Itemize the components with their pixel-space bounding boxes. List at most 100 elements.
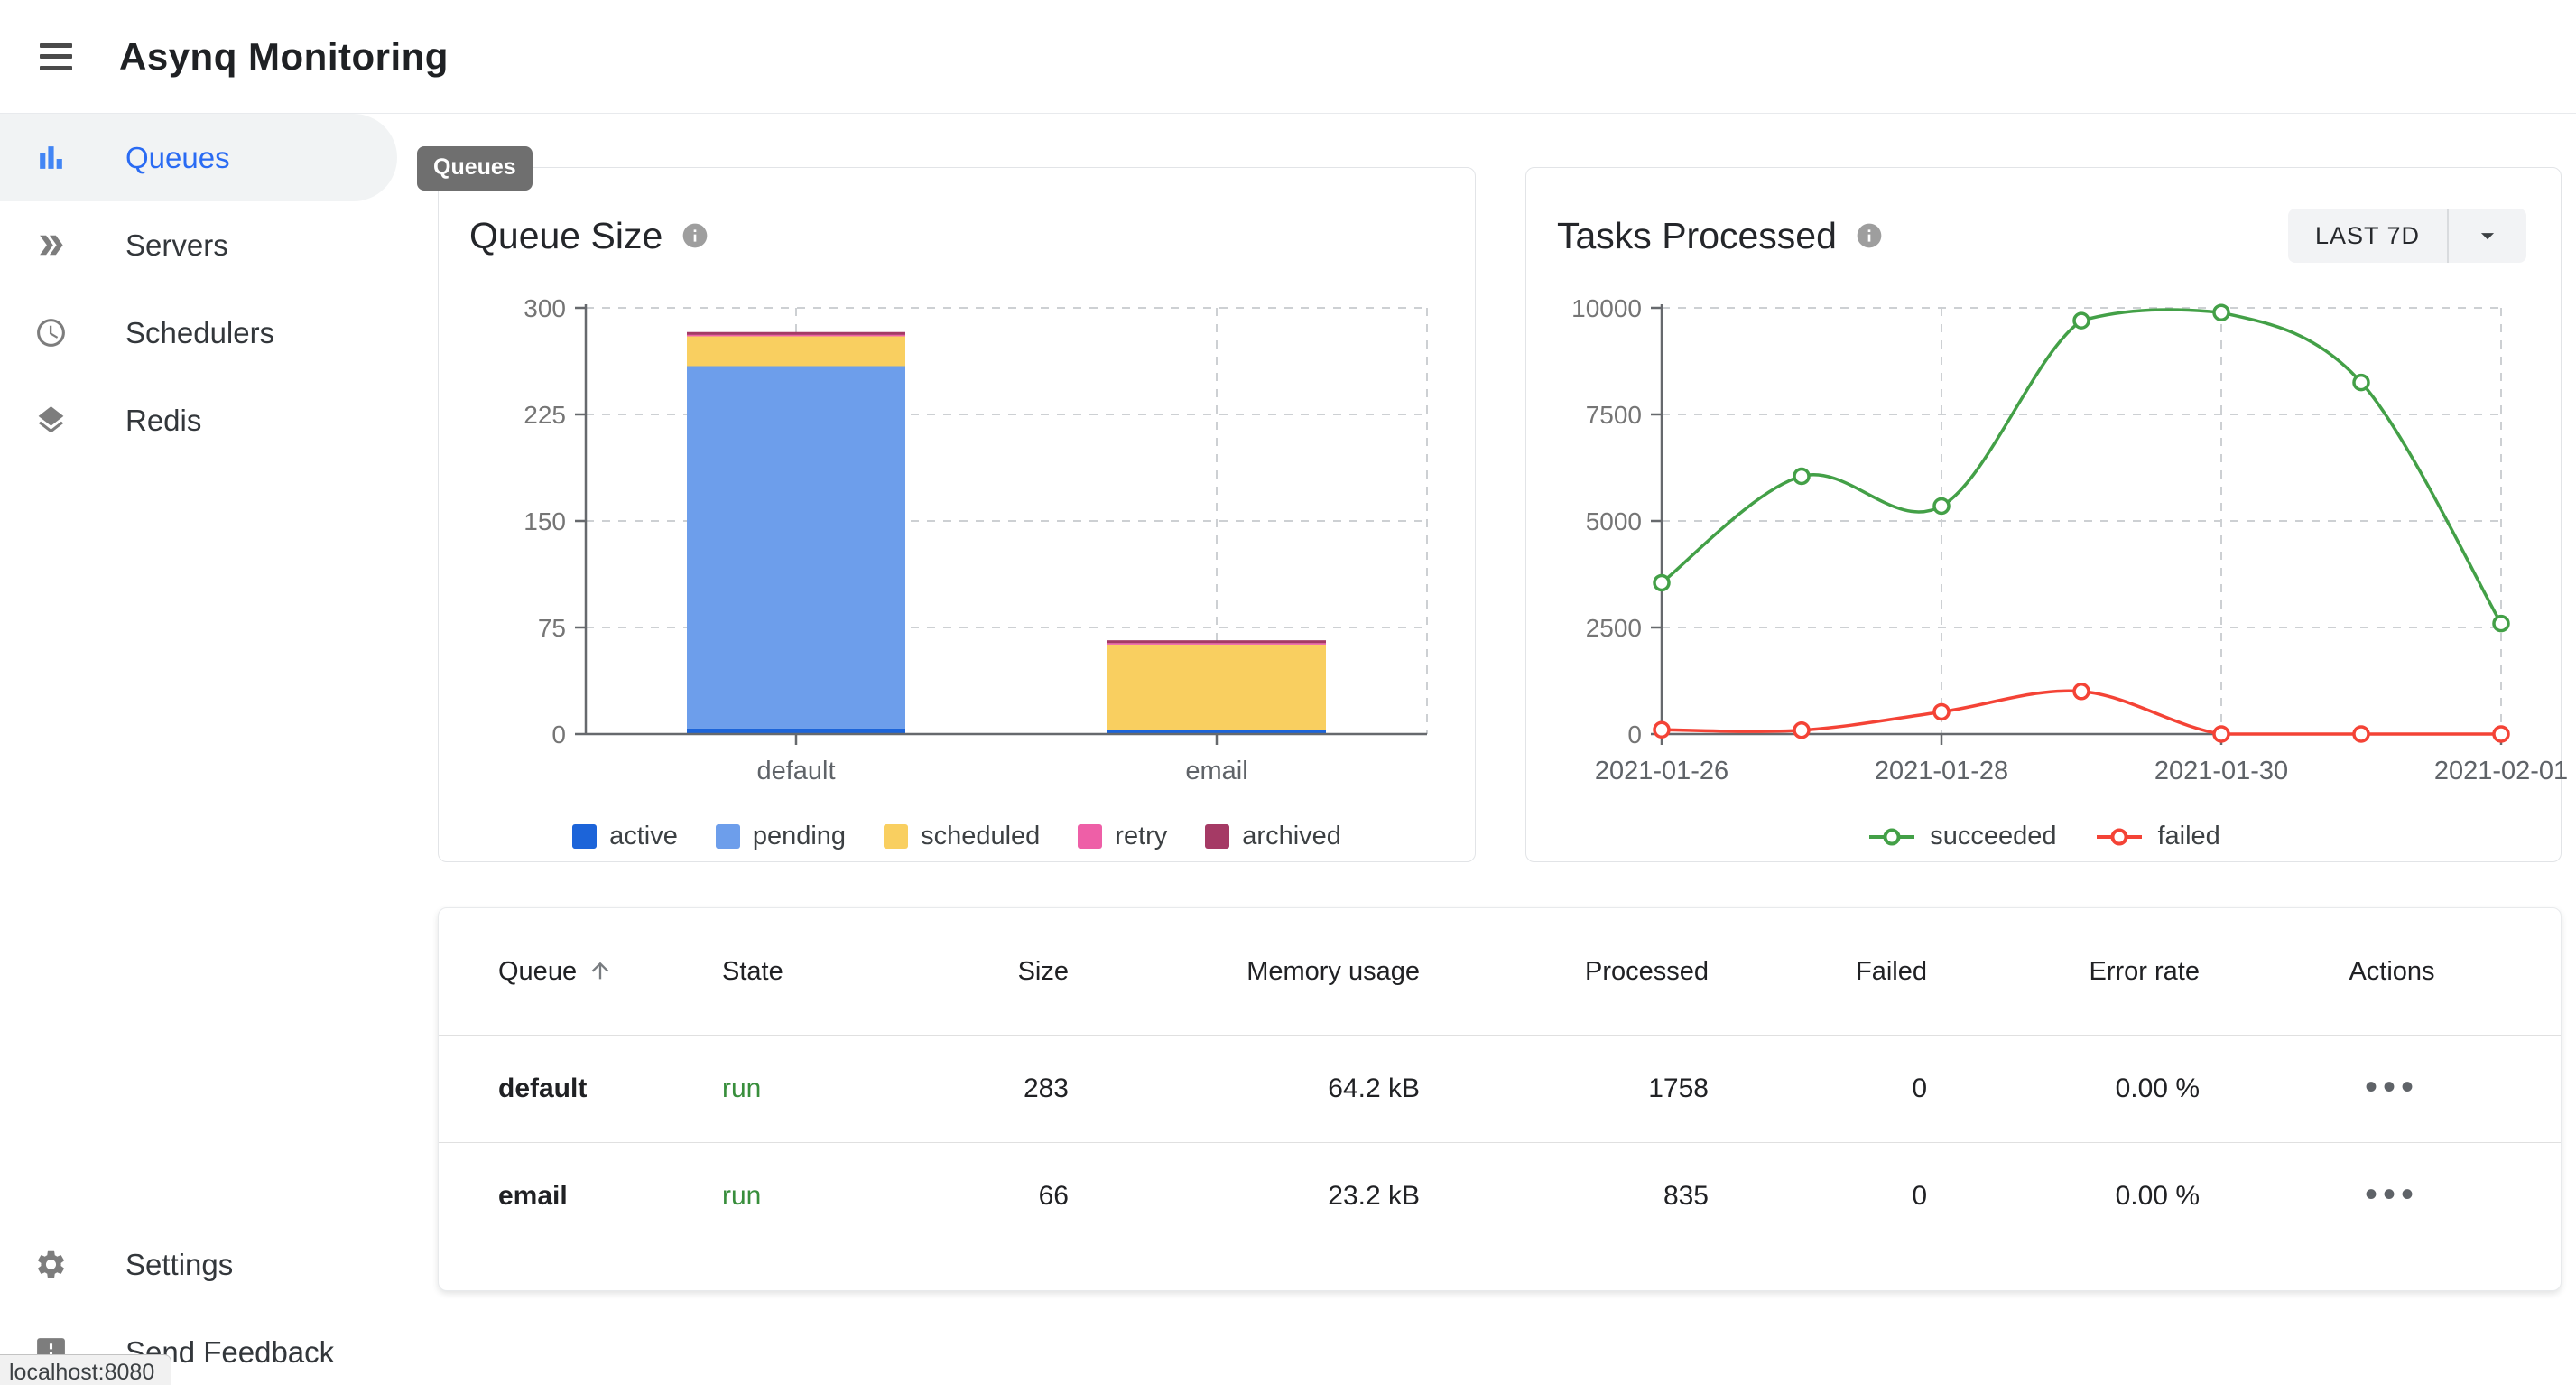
legend-label: pending bbox=[752, 822, 847, 851]
chevron-down-icon[interactable] bbox=[2449, 209, 2526, 263]
failed-cell: 0 bbox=[1730, 1035, 1949, 1143]
bar-chart-icon bbox=[34, 141, 68, 174]
svg-text:2021-01-30: 2021-01-30 bbox=[2154, 757, 2288, 785]
column-header-size[interactable]: Size bbox=[944, 908, 1090, 1036]
table-row[interactable]: default run 283 64.2 kB 1758 0 0.00 % ••… bbox=[439, 1035, 2561, 1143]
clock-icon bbox=[34, 316, 68, 349]
svg-text:email: email bbox=[1185, 757, 1247, 785]
column-header-actions: Actions bbox=[2221, 908, 2561, 1036]
legend-item-scheduled: scheduled bbox=[884, 822, 1040, 851]
legend-swatch-active bbox=[572, 824, 598, 849]
svg-text:5000: 5000 bbox=[1586, 507, 1642, 535]
info-icon[interactable] bbox=[681, 221, 709, 250]
legend-swatch-scheduled bbox=[884, 824, 909, 849]
sidebar-item-label: Redis bbox=[125, 403, 202, 437]
sidebar-item-redis[interactable]: Redis bbox=[0, 376, 397, 464]
sidebar-item-label: Queues bbox=[125, 140, 230, 174]
column-header-processed[interactable]: Processed bbox=[1441, 908, 1730, 1036]
sidebar-item-servers[interactable]: Servers bbox=[0, 201, 397, 289]
queue-size-card-header: Queue Size bbox=[439, 168, 1475, 265]
menu-icon[interactable] bbox=[40, 42, 76, 70]
svg-text:75: 75 bbox=[538, 614, 566, 642]
tasks-processed-title: Tasks Processed bbox=[1557, 214, 1837, 256]
button-divider bbox=[2447, 209, 2449, 263]
queue-size-title: Queue Size bbox=[469, 214, 663, 256]
legend-label: archived bbox=[1242, 822, 1341, 851]
legend-marker-succeeded bbox=[1869, 828, 1915, 845]
queue-name-cell[interactable]: default bbox=[439, 1035, 700, 1143]
legend-label: succeeded bbox=[1930, 822, 2057, 851]
layers-icon bbox=[34, 404, 68, 437]
processed-cell: 835 bbox=[1663, 1181, 1709, 1211]
app-title: Asynq Monitoring bbox=[119, 34, 449, 78]
legend-label: active bbox=[609, 822, 678, 851]
queue-size-legend: active pending scheduled retry archived bbox=[439, 822, 1475, 851]
column-header-queue[interactable]: Queue bbox=[439, 908, 700, 1036]
tasks-processed-card: Tasks Processed LAST 7D 0 2500 5000 7500 100… bbox=[1525, 167, 2568, 862]
error-rate-cell: 0.00 % bbox=[2115, 1181, 2200, 1211]
column-header-error-rate[interactable]: Error rate bbox=[1949, 908, 2221, 1036]
legend-swatch-retry bbox=[1078, 824, 1103, 849]
sidebar-item-label: Servers bbox=[125, 228, 228, 262]
svg-text:2021-01-26: 2021-01-26 bbox=[1595, 757, 1728, 785]
column-header-state[interactable]: State bbox=[700, 908, 944, 1036]
queues-table-card: Queue State Size Memory usage Processed … bbox=[438, 907, 2562, 1291]
size-cell: 66 bbox=[1038, 1181, 1069, 1211]
svg-text:default: default bbox=[756, 757, 835, 785]
sidebar-item-settings[interactable]: Settings bbox=[0, 1221, 397, 1308]
svg-text:2021-01-28: 2021-01-28 bbox=[1875, 757, 2008, 785]
browser-status-bar: localhost:8080 bbox=[0, 1354, 172, 1385]
legend-swatch-pending bbox=[715, 824, 740, 849]
date-range-button-group: LAST 7D bbox=[2287, 209, 2526, 263]
legend-item-failed: failed bbox=[2094, 822, 2220, 851]
row-actions-menu-icon[interactable]: ••• bbox=[2356, 1176, 2428, 1213]
state-cell: run bbox=[700, 1035, 944, 1143]
sidebar-item-queues[interactable]: Queues bbox=[0, 114, 397, 201]
legend-swatch-archived bbox=[1205, 824, 1230, 849]
queue-name-cell[interactable]: email bbox=[498, 1181, 568, 1211]
sidebar-item-label: Settings bbox=[125, 1247, 234, 1281]
svg-text:0: 0 bbox=[1627, 720, 1642, 748]
memory-usage-cell: 64.2 kB bbox=[1090, 1035, 1441, 1143]
gear-icon bbox=[34, 1248, 68, 1281]
svg-text:0: 0 bbox=[551, 720, 566, 748]
legend-marker-failed bbox=[2097, 828, 2143, 845]
app-bar: Asynq Monitoring bbox=[0, 0, 2576, 114]
svg-text:300: 300 bbox=[524, 294, 566, 322]
legend-label: retry bbox=[1115, 822, 1168, 851]
tasks-processed-legend: succeeded failed bbox=[1526, 822, 2561, 851]
memory-usage-cell: 23.2 kB bbox=[1328, 1181, 1420, 1211]
column-header-memory-usage[interactable]: Memory usage bbox=[1090, 908, 1441, 1036]
legend-item-retry: retry bbox=[1078, 822, 1167, 851]
legend-item-succeeded: succeeded bbox=[1867, 822, 2056, 851]
processed-cell: 1758 bbox=[1441, 1035, 1730, 1143]
state-cell: run bbox=[722, 1181, 762, 1211]
column-header-failed[interactable]: Failed bbox=[1730, 908, 1949, 1036]
size-cell: 283 bbox=[944, 1035, 1090, 1143]
svg-text:2021-02-01: 2021-02-01 bbox=[2434, 757, 2568, 785]
error-rate-cell: 0.00 % bbox=[1949, 1035, 2221, 1143]
legend-label: scheduled bbox=[921, 822, 1041, 851]
double-arrow-icon bbox=[34, 228, 68, 262]
legend-item-active: active bbox=[572, 822, 678, 851]
table-row[interactable]: email run 66 23.2 kB 835 0 0.00 % ••• bbox=[439, 1143, 2561, 1250]
svg-text:10000: 10000 bbox=[1571, 294, 1642, 322]
row-actions-menu-icon[interactable]: ••• bbox=[2356, 1069, 2428, 1105]
legend-item-pending: pending bbox=[715, 822, 847, 851]
date-range-button[interactable]: LAST 7D bbox=[2288, 209, 2447, 263]
tasks-processed-chart: 0 2500 5000 7500 10000 2021-01-26 2021-01-28 20… bbox=[1571, 294, 2568, 785]
svg-text:7500: 7500 bbox=[1586, 401, 1642, 429]
tasks-processed-card-header: Tasks Processed LAST 7D bbox=[1526, 168, 2561, 265]
queue-size-card: Queue Size 0 75 150 225 300 default email acti… bbox=[438, 167, 1476, 862]
table-header-row: Queue State Size Memory usage Processed … bbox=[439, 908, 2561, 1036]
sort-arrow-up-icon bbox=[591, 962, 609, 979]
info-icon[interactable] bbox=[1855, 221, 1884, 250]
queues-tooltip-chip: Queues bbox=[417, 146, 533, 191]
sidebar-item-label: Schedulers bbox=[125, 315, 275, 349]
failed-cell: 0 bbox=[1912, 1181, 1927, 1211]
queues-table: Queue State Size Memory usage Processed … bbox=[439, 908, 2561, 1250]
queue-size-chart: 0 75 150 225 300 default email bbox=[524, 294, 1428, 785]
legend-label: failed bbox=[2157, 822, 2220, 851]
svg-text:225: 225 bbox=[524, 401, 566, 429]
sidebar-item-schedulers[interactable]: Schedulers bbox=[0, 289, 397, 376]
